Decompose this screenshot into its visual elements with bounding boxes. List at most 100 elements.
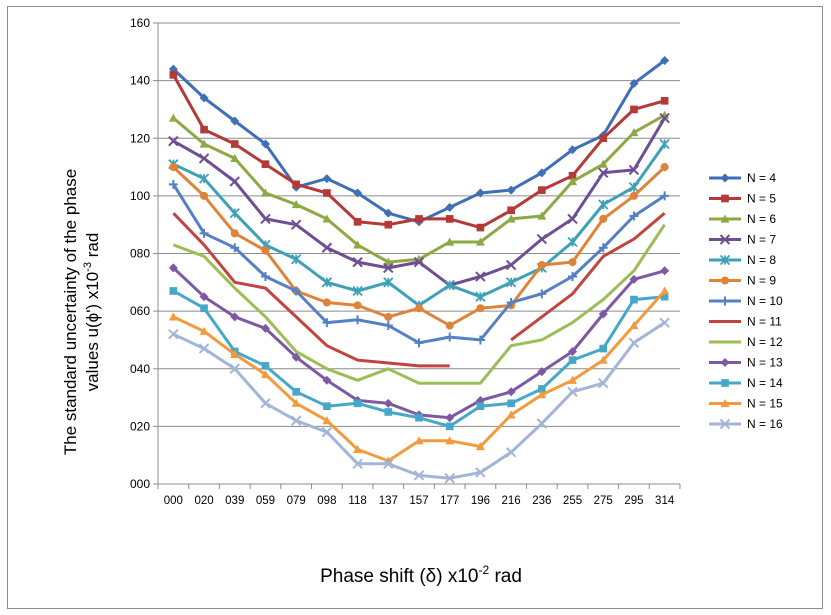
data-point	[322, 174, 332, 184]
data-point	[537, 168, 547, 178]
data-point	[352, 458, 363, 470]
data-point	[476, 402, 485, 411]
data-point	[384, 220, 393, 229]
data-point	[568, 258, 577, 267]
legend-label: N = 11	[747, 315, 782, 329]
y-tick-label: 080	[130, 247, 150, 261]
y-axis-title-line-2: values u(ϕ') x10-3 rad	[82, 233, 102, 392]
data-point	[383, 321, 393, 331]
data-point	[721, 194, 729, 203]
data-point	[660, 286, 670, 295]
line-chart: 000 020 040 060 080 100 120 140 160 000 020 039 059 0…	[61, 16, 783, 587]
x-tick-label: 275	[594, 495, 613, 507]
legend-label: N = 14	[747, 376, 783, 390]
data-point	[660, 96, 669, 105]
data-point	[199, 139, 209, 148]
data-point	[505, 259, 517, 271]
data-point	[599, 344, 608, 353]
data-point	[414, 338, 424, 348]
legend-label: N = 9	[747, 274, 776, 288]
series-n=16	[168, 317, 670, 484]
data-point	[291, 352, 301, 362]
data-point	[198, 173, 210, 184]
y-tick-label: 060	[130, 304, 150, 318]
data-point	[536, 418, 548, 429]
data-point	[628, 164, 640, 176]
data-point	[291, 254, 302, 265]
data-point	[720, 358, 730, 367]
data-point	[444, 280, 455, 291]
data-point	[353, 399, 362, 408]
data-point	[506, 214, 516, 223]
legend: N = 4 N = 5 N = 6 N = 7 N = 8 N = 9 N = 10 N = …	[709, 171, 783, 431]
data-point	[506, 387, 516, 397]
data-point	[598, 167, 609, 179]
y-axis-title-exponent: -3	[82, 262, 94, 272]
data-point	[261, 160, 270, 169]
data-point	[168, 179, 178, 189]
data-point	[383, 262, 394, 274]
series-n=5	[169, 71, 669, 232]
data-point	[719, 234, 731, 245]
legend-entry: N = 8	[709, 253, 776, 267]
data-point	[598, 377, 609, 389]
data-point	[537, 211, 547, 220]
data-point	[598, 159, 608, 168]
data-point	[659, 112, 670, 124]
data-point	[353, 301, 362, 310]
data-point	[660, 266, 670, 276]
data-point	[720, 214, 730, 223]
data-point	[445, 413, 455, 423]
data-point	[291, 200, 301, 209]
data-point	[199, 326, 209, 335]
data-point	[568, 272, 578, 282]
data-point	[260, 398, 271, 409]
data-point	[383, 277, 394, 288]
data-point	[260, 370, 270, 379]
y-axis-title-line-1: The standard uncertainty of the phase	[61, 169, 80, 455]
x-tick-label: 020	[194, 495, 213, 507]
data-point	[198, 153, 210, 164]
data-point	[383, 257, 393, 266]
x-tick-label: 295	[624, 495, 643, 507]
series-line	[172, 290, 666, 463]
data-point	[353, 188, 363, 198]
data-point	[322, 375, 332, 385]
y-tick-label: 020	[130, 419, 150, 433]
data-point	[229, 208, 240, 219]
data-point	[568, 356, 577, 364]
data-point	[719, 254, 731, 266]
data-point	[629, 211, 639, 221]
x-tick-label: 137	[379, 495, 398, 507]
data-point	[323, 402, 331, 411]
data-point	[353, 240, 363, 249]
y-tick-label: 100	[130, 189, 150, 203]
x-tick-label: 255	[563, 495, 582, 507]
data-point	[322, 318, 332, 328]
data-point	[169, 163, 178, 172]
y-tick-label: 120	[130, 131, 150, 145]
data-point	[475, 442, 485, 451]
data-point	[353, 217, 362, 226]
data-point	[598, 355, 608, 364]
x-axis-title: Phase shift (δ) x10-2 rad	[320, 563, 522, 587]
legend-entry: N = 7	[709, 233, 776, 247]
data-point	[537, 289, 547, 299]
legend-entry: N = 16	[709, 417, 783, 431]
legend-label: N = 7	[747, 233, 776, 247]
data-point	[630, 295, 638, 304]
legend-entry: N = 13	[709, 356, 783, 370]
data-point	[168, 135, 179, 147]
data-point	[505, 447, 517, 458]
data-point	[291, 398, 301, 407]
data-point	[321, 426, 333, 438]
data-point	[230, 349, 240, 358]
data-point	[660, 163, 669, 172]
data-point	[383, 458, 394, 470]
data-point	[720, 276, 730, 285]
data-point	[628, 182, 640, 193]
data-point	[260, 213, 271, 225]
data-point	[353, 444, 363, 454]
data-point	[507, 206, 515, 215]
data-point	[168, 113, 178, 122]
